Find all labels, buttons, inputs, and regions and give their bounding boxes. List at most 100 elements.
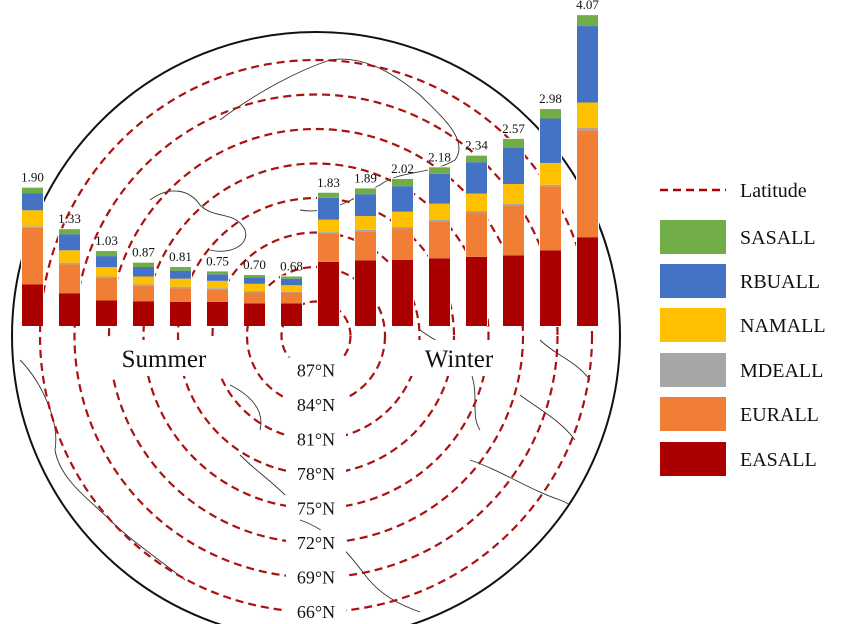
bar-segment-rbuall [429,173,450,204]
latitude-label-bg [286,564,346,589]
bar-segment-easall [170,301,191,326]
bar-segment-easall [96,300,117,326]
bar-segment-rbuall [170,270,191,279]
bar-segment-easall [133,301,154,326]
legend-swatch-namall [660,308,726,342]
bar-total-label: 1.90 [21,170,44,185]
bar-segment-sasall [22,187,43,194]
bar-total-label: 0.75 [206,253,229,268]
bar-segment-namall [429,203,450,220]
bar-segment-mdeall [540,184,561,187]
legend-label: NAMALL [740,315,826,337]
legend-label: EURALL [740,404,819,426]
bar-segment-namall [503,184,524,204]
coastline-islands [229,384,286,496]
bar-segment-easall [577,237,598,326]
bar-segment-easall [392,259,413,326]
bar-segment-eurall [577,130,598,238]
bar-segment-sasall [503,138,524,148]
latitude-label: 87°N [297,361,335,381]
bar-segment-sasall [577,15,598,27]
latitude-label: 75°N [297,499,335,519]
map-layer: 87°N 84°N 81°N 78°N 75°N 72°N 69°N 66°N [11,31,621,624]
bar-segment-eurall [355,231,376,261]
latitude-label-bg [286,495,346,520]
bar-segment-rbuall [22,193,43,211]
bar-segment-eurall [59,264,80,294]
latitude-label: 72°N [297,533,335,553]
bar-total-label: 0.70 [243,257,266,272]
latitude-label-bg [286,530,346,554]
bar-segment-easall [466,256,487,326]
bar-segment-sasall [96,251,117,257]
coastline-west [19,359,186,581]
bar-total-label: 2.18 [428,149,451,164]
bar-segment-easall [207,301,228,326]
bar-segment-mdeall [207,288,228,290]
bar-segment-easall [22,284,43,326]
latitude-label-bg [286,392,346,416]
bar-segment-namall [281,285,302,292]
legend-label: Latitude [740,180,807,202]
bars [21,14,599,326]
bar-total-label: 4.07 [576,0,599,12]
bar-segment-mdeall [22,226,43,228]
latitude-label-bg [286,599,346,623]
bar-segment-sasall [133,262,154,268]
latitude-circle [142,162,490,510]
bar-segment-sasall [318,192,339,198]
bar-total-label: 1.89 [354,170,377,185]
bar-segment-sasall [59,229,80,235]
bar-total-label: 0.81 [169,249,192,264]
bar-segment-eurall [244,292,265,304]
bar-segment-eurall [170,288,191,302]
bar-segment-mdeall [244,291,265,293]
bar-segment-namall [59,250,80,263]
bar-segment-mdeall [96,276,117,278]
latitude-labels: 87°N 84°N 81°N 78°N 75°N 72°N 69°N 66°N [286,357,346,623]
bar-segment-eurall [540,186,561,251]
bar-segment-rbuall [244,277,265,284]
bar-total-label: 2.98 [539,91,562,106]
coastline-east [519,339,591,441]
bar-segment-mdeall [355,229,376,232]
bar-segment-sasall [244,275,265,278]
bar-total-label: 2.57 [502,121,525,136]
legend-swatch-mdeall [660,353,726,387]
bar-segment-mdeall [466,210,487,213]
bar-segment-easall [355,260,376,326]
bar-segment-easall [540,250,561,326]
bar-segment-eurall [96,277,117,301]
legend: Latitude SASALL RBUALL NAMALL MDEALL EURALL EA… [660,180,826,476]
bar-segment-rbuall [59,234,80,251]
bar-segment-eurall [429,221,450,259]
bar-segment-rbuall [503,147,524,185]
legend-label: MDEALL [740,360,823,382]
bar-total-label: 1.83 [317,175,340,190]
bar-segment-namall [22,210,43,227]
latitude-label-bg [286,357,346,382]
bar-total-label: 0.68 [280,258,303,273]
latitude-label: 78°N [297,464,335,484]
bar-segment-mdeall [59,262,80,265]
bar-segment-sasall [170,267,191,271]
total-labels: 1.90 1.33 1.03 0.87 0.81 0.75 0.70 0.68 1.83 1.89… [21,0,599,273]
bar-segment-namall [96,267,117,277]
bar-segment-namall [540,162,561,185]
bar-segment-sasall [540,109,561,119]
latitude-label-bg [286,426,346,451]
bar-segment-sasall [281,276,302,279]
bar-segment-mdeall [281,291,302,293]
bar-segment-sasall [392,178,413,187]
bar-segment-sasall [207,271,228,275]
bar-segment-namall [318,219,339,233]
bar-segment-eurall [281,292,302,304]
bar-segment-rbuall [318,197,339,220]
bar-segment-easall [318,261,339,326]
coastline-greenland [219,58,460,212]
bar-segment-namall [392,211,413,227]
latitude-label: 66°N [297,602,335,622]
legend-label: RBUALL [740,271,820,293]
bar-segment-eurall [133,285,154,302]
